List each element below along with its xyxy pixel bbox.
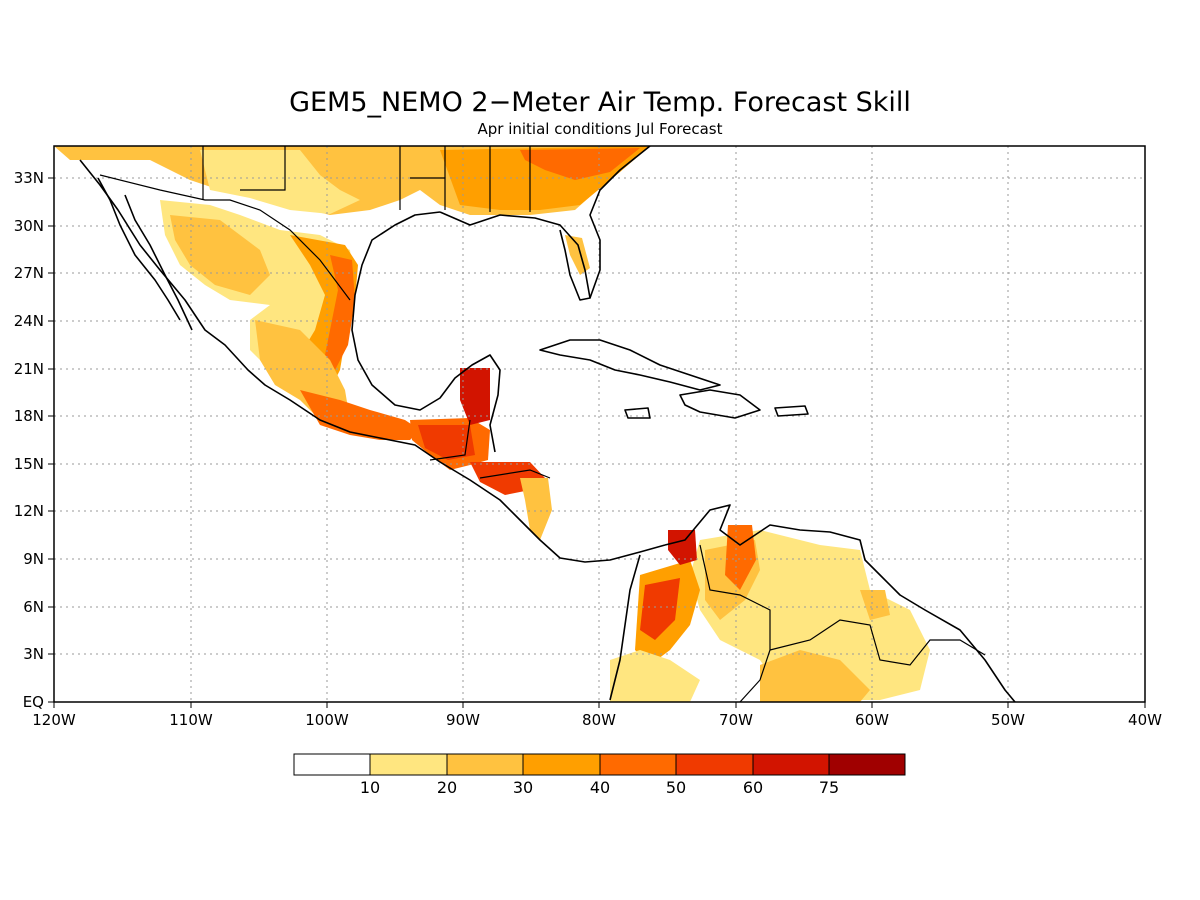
colorbar-swatch [369, 753, 448, 776]
lon-tick-label: 60W [855, 711, 889, 729]
colorbar-label: 40 [590, 778, 610, 797]
coast-cuba [539, 339, 721, 391]
coast-puerto-rico [774, 405, 809, 417]
map-title: GEM5_NEMO 2−Meter Air Temp. Forecast Ski… [289, 87, 911, 118]
lat-tick-label: 18N [14, 407, 44, 425]
lat-tick-label: 21N [14, 360, 44, 378]
lon-tick-label: 110W [169, 711, 213, 729]
lat-tick-label: 9N [23, 550, 44, 568]
skill-region-guyana [860, 590, 890, 620]
lon-tick-label: 80W [582, 711, 616, 729]
colorbar-swatch [522, 753, 601, 776]
colorbar-swatch [293, 753, 371, 776]
lon-tick-label: 120W [32, 711, 76, 729]
coastlines [79, 146, 1016, 702]
borders [99, 146, 986, 702]
coast-gulf-of-mexico [351, 211, 501, 453]
border-us-states [202, 146, 531, 212]
graticule [54, 146, 1145, 702]
colorbar-swatch [599, 753, 677, 776]
lon-ticks: 120W 110W 100W 90W 80W 70W 60W 50W 40W [32, 702, 1162, 729]
lon-tick-label: 90W [446, 711, 480, 729]
lon-tick-label: 70W [719, 711, 753, 729]
skill-region-us-south-light [200, 150, 360, 214]
skill-region-venezuela-core [725, 525, 756, 590]
border-us-mexico [99, 174, 351, 301]
colorbar-swatch [752, 753, 830, 776]
skill-region-mexico-south [300, 390, 420, 440]
border-colombia-venezuela [699, 544, 771, 702]
colorbar-swatch [675, 753, 754, 776]
skill-region-colombia-north [668, 530, 697, 565]
lat-tick-label: EQ [23, 693, 44, 711]
colorbar: 10 20 30 40 50 60 75 [293, 753, 906, 797]
coast-jamaica [624, 407, 651, 419]
skill-region-colombia-core [640, 578, 680, 640]
coast-south-america [664, 504, 1016, 702]
lat-tick-label: 3N [23, 645, 44, 663]
coast-baja-west [97, 177, 181, 321]
lon-tick-label: 50W [991, 711, 1025, 729]
map-subtitle: Apr initial conditions Jul Forecast [477, 120, 722, 138]
border-central-america [429, 419, 551, 479]
colorbar-label: 30 [513, 778, 533, 797]
skill-region-amazon-west [610, 650, 700, 702]
coast-mexico-pacific [79, 159, 666, 563]
lat-tick-label: 12N [14, 502, 44, 520]
lat-tick-label: 24N [14, 312, 44, 330]
lat-tick-label: 27N [14, 264, 44, 282]
skill-region-guatemala-core [418, 425, 475, 460]
coast-hispaniola [679, 389, 761, 419]
border-brazil [769, 619, 986, 666]
coast-us-atlantic [589, 146, 651, 299]
skill-field [54, 146, 930, 702]
lat-tick-label: 6N [23, 598, 44, 616]
lat-tick-label: 30N [14, 217, 44, 235]
lon-tick-label: 100W [305, 711, 349, 729]
lat-tick-label: 33N [14, 169, 44, 187]
skill-region-us-southeast-core [520, 148, 640, 180]
coast-us-gulf [439, 211, 591, 301]
skill-region-mexico-east-core [325, 255, 355, 370]
colorbar-label: 75 [819, 778, 839, 797]
lon-tick-label: 40W [1128, 711, 1162, 729]
skill-region-yucatan-core [460, 368, 490, 425]
skill-region-nicaragua [520, 478, 552, 540]
coast-baja-east [124, 194, 193, 331]
colorbar-swatch [446, 753, 524, 776]
coast-colombia-pacific [609, 554, 641, 701]
colorbar-swatch [828, 753, 906, 776]
lat-tick-label: 15N [14, 455, 44, 473]
skill-region-amazon-east [760, 650, 870, 702]
colorbar-label: 60 [743, 778, 763, 797]
colorbar-label: 20 [437, 778, 457, 797]
colorbar-label: 50 [666, 778, 686, 797]
skill-region-mexico-north-mid [170, 215, 270, 295]
colorbar-label: 10 [360, 778, 380, 797]
lat-ticks: EQ 3N 6N 9N 12N 15N 18N 21N 24N 27N 30N … [14, 169, 54, 711]
